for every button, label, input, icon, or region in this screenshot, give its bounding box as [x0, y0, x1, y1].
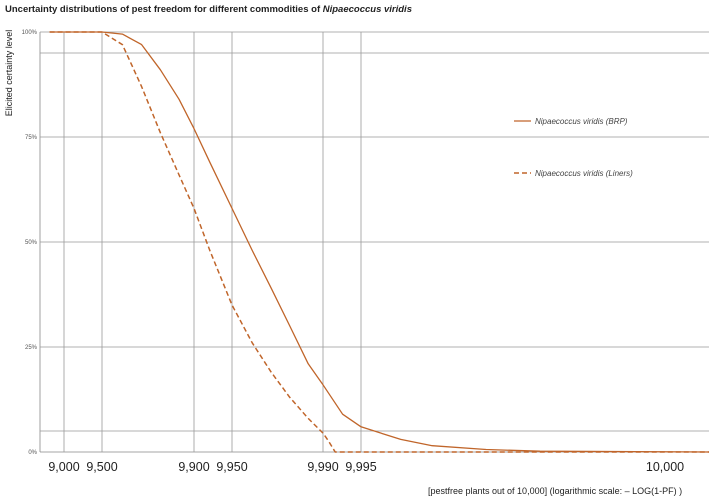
x-tick-label: 9,000 — [48, 460, 79, 474]
series-lines — [49, 31, 709, 453]
x-axis-label: [pestfree plants out of 10,000] (logarit… — [428, 486, 682, 496]
x-tick-labels: 9,000 9,500 9,900 9,950 9,990 9,995 10,000 — [48, 460, 684, 474]
vertical-gridlines — [63, 32, 362, 452]
chart-title: Uncertainty distributions of pest freedo… — [5, 4, 412, 15]
series-line-1 — [49, 31, 709, 453]
y-tick-label: 25% — [25, 345, 38, 351]
y-axis-label: Elicited certainty level — [4, 30, 14, 117]
legend-label: Nipaecoccus viridis (Liners) — [535, 169, 633, 178]
series-line-2 — [49, 31, 709, 453]
horizontal-gridlines — [40, 31, 709, 432]
legend-label: Nipaecoccus viridis (BRP) — [535, 117, 628, 126]
x-tick-label: 9,900 — [178, 460, 209, 474]
legend: Nipaecoccus viridis (BRP) Nipaecoccus vir… — [514, 117, 633, 178]
x-tick-label: 9,995 — [345, 460, 376, 474]
y-tick-labels: 0% 25% 50% 75% 100% — [22, 30, 38, 456]
y-tick-label: 50% — [25, 240, 38, 246]
y-tick-label: 75% — [25, 135, 38, 141]
x-tick-label: 10,000 — [646, 460, 684, 474]
x-tick-label: 9,950 — [216, 460, 247, 474]
chart-title-species: Nipaecoccus viridis — [323, 4, 412, 15]
y-tick-label: 100% — [22, 30, 38, 36]
y-tick-label: 0% — [28, 450, 37, 456]
x-tick-label: 9,500 — [86, 460, 117, 474]
x-tick-label: 9,990 — [307, 460, 338, 474]
chart-title-main: Uncertainty distributions of pest freedo… — [5, 4, 323, 15]
